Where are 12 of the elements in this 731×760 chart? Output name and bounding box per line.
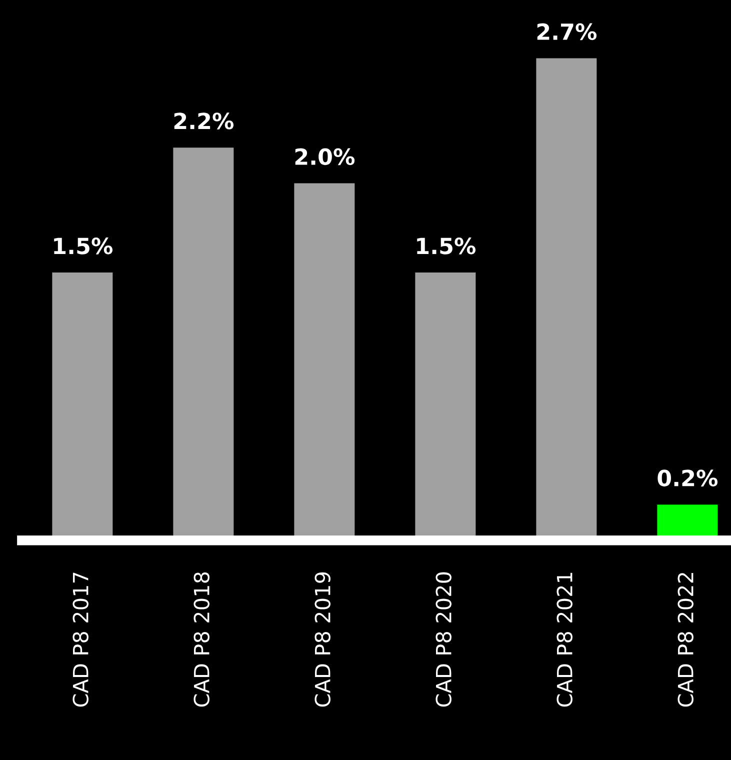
x-tick-label: CAD P8 2018 — [194, 572, 210, 707]
x-tick-label: CAD P8 2022 — [678, 573, 694, 707]
x-tick-label: CAD P8 2019 — [314, 572, 330, 707]
data-label: 2.2% — [174, 112, 234, 130]
data-label: 0.2% — [658, 470, 718, 486]
x-tick-label: CAD P8 2020 — [436, 572, 452, 707]
x-tick-label: CAD P8 2017 — [72, 572, 88, 707]
data-label: 1.5% — [54, 238, 113, 254]
data-label: 1.5% — [417, 238, 476, 254]
data-label: 2.7% — [537, 23, 597, 40]
data-label: 2.0% — [295, 148, 355, 166]
x-tick-label: CAD P8 2021 — [556, 572, 572, 707]
